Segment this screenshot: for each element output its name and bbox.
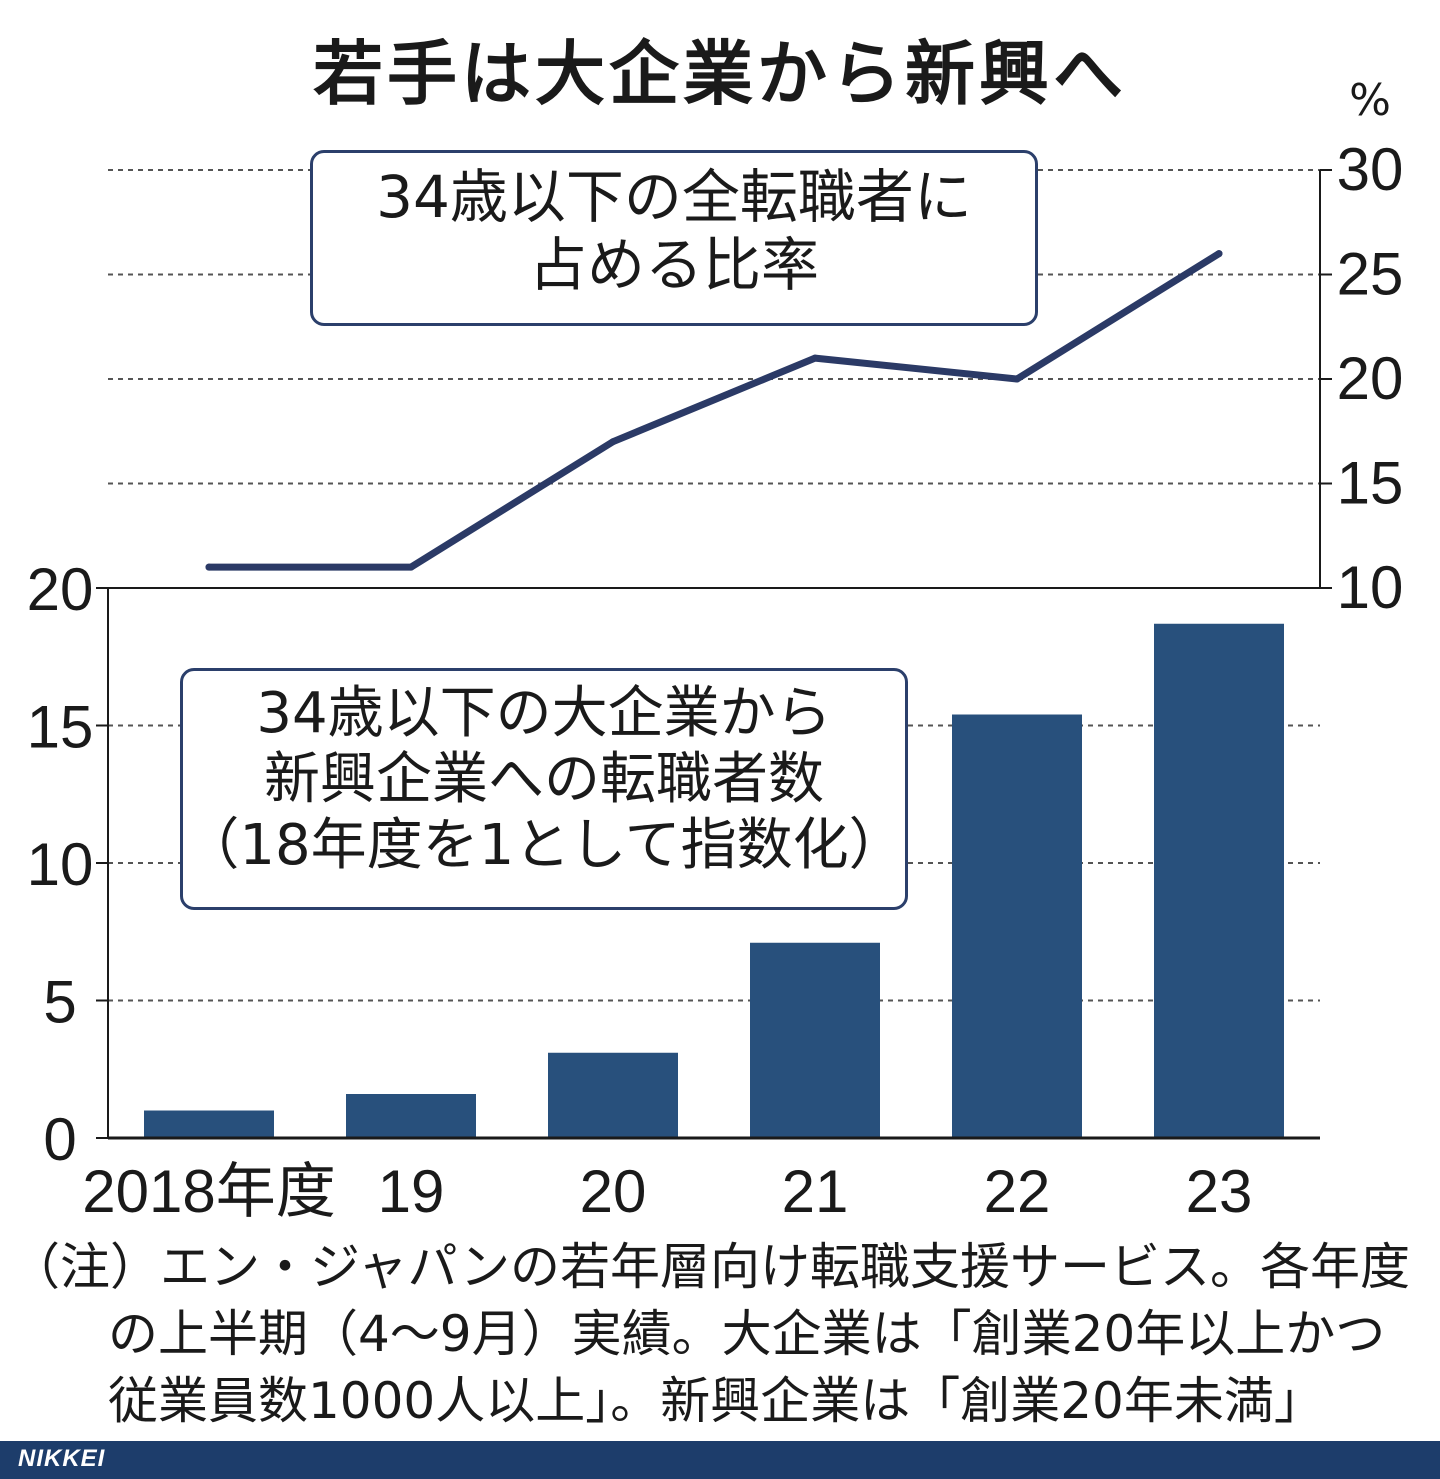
bar bbox=[144, 1110, 274, 1138]
bar-y-axis-ticks: 0 5 10 15 20 bbox=[27, 556, 94, 1173]
series-line bbox=[205, 250, 1223, 571]
bar bbox=[548, 1052, 678, 1138]
line-point bbox=[205, 563, 213, 571]
bar-axis-tick-label: 0 bbox=[43, 1106, 76, 1173]
line-point bbox=[407, 563, 415, 571]
bar-axis-tick-label: 10 bbox=[27, 831, 94, 898]
footer-bar: NIKKEI bbox=[0, 1441, 1440, 1479]
line-label-line-2: 占める比率 bbox=[528, 231, 819, 300]
line-axis-tick-label: 25 bbox=[1337, 241, 1404, 308]
line-point bbox=[609, 438, 617, 446]
axes bbox=[96, 169, 1332, 1140]
line-series-label-box: 34歳以下の全転職者に 占める比率 bbox=[310, 150, 1038, 326]
brand-logo: NIKKEI bbox=[18, 1445, 106, 1472]
line-axis-tick-label: 10 bbox=[1337, 554, 1404, 621]
bar-label-line-2: 新興企業への転職者数 bbox=[264, 747, 824, 813]
x-axis-tick-label: 2018年度 bbox=[82, 1158, 335, 1225]
line-series bbox=[205, 250, 1223, 571]
bar-axis-tick-label: 20 bbox=[27, 556, 94, 623]
footnote-line-2: の上半期（4～9月）実績。大企業は「創業20年以上かつ bbox=[108, 1305, 1386, 1363]
bar-series-label-box: 34歳以下の大企業から 新興企業への転職者数 （18年度を1として指数化） bbox=[180, 668, 908, 910]
bar-label-line-3: （18年度を1として指数化） bbox=[183, 813, 905, 879]
footnote: （注）エン・ジャパンの若年層向け転職支援サービス。各年度 の上半期（4～9月）実… bbox=[10, 1234, 1435, 1435]
line-y-axis-unit: % bbox=[1349, 75, 1391, 126]
bar bbox=[952, 714, 1082, 1138]
line-axis-tick-label: 15 bbox=[1337, 450, 1404, 517]
x-axis-tick-label: 19 bbox=[378, 1158, 445, 1225]
line-point bbox=[1013, 375, 1021, 383]
x-axis-tick-label: 23 bbox=[1186, 1158, 1253, 1225]
bar bbox=[346, 1094, 476, 1138]
x-axis-ticks: 2018年度 19 20 21 22 23 bbox=[82, 1158, 1252, 1225]
line-axis-tick-label: 30 bbox=[1337, 136, 1404, 203]
line-point bbox=[811, 354, 819, 362]
bar bbox=[1154, 623, 1284, 1138]
x-axis-tick-label: 20 bbox=[580, 1158, 647, 1225]
footnote-line-1: （注）エン・ジャパンの若年層向け転職支援サービス。各年度 bbox=[10, 1238, 1410, 1296]
line-label-line-1: 34歳以下の全転職者に bbox=[376, 163, 972, 231]
x-axis-tick-label: 22 bbox=[984, 1158, 1051, 1225]
bar-axis-tick-label: 5 bbox=[43, 969, 76, 1036]
bar-series bbox=[144, 623, 1284, 1138]
line-point bbox=[1215, 250, 1223, 258]
bar bbox=[750, 942, 880, 1138]
line-y-axis-ticks: 10 15 20 25 30 bbox=[1337, 136, 1404, 621]
footnote-line-3: 従業員数1000人以上」。新興企業は「創業20年未満」 bbox=[108, 1372, 1324, 1430]
x-axis-tick-label: 21 bbox=[782, 1158, 849, 1225]
bar-label-line-1: 34歳以下の大企業から bbox=[256, 681, 832, 746]
line-axis-tick-label: 20 bbox=[1337, 345, 1404, 412]
bar-axis-tick-label: 15 bbox=[27, 694, 94, 761]
chart-title: 若手は大企業から新興へ bbox=[313, 33, 1127, 115]
